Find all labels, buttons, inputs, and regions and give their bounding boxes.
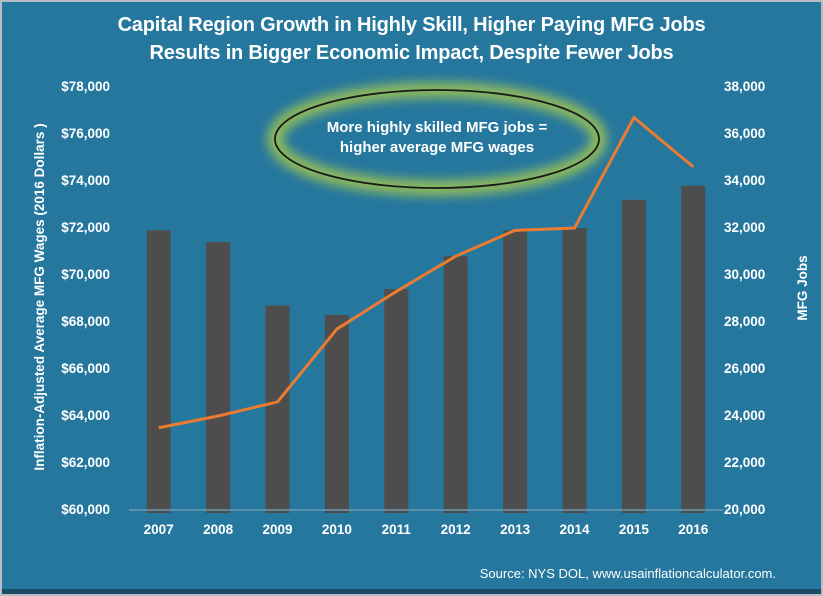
y-right-tick-label: 24,000 bbox=[724, 408, 766, 423]
y-left-tick-label: $66,000 bbox=[61, 361, 110, 376]
y-left-tick-label: $74,000 bbox=[61, 173, 110, 188]
x-tick-label: 2008 bbox=[203, 522, 234, 537]
y-left-tick-label: $70,000 bbox=[61, 267, 110, 282]
x-tick-label: 2015 bbox=[618, 522, 649, 537]
x-tick-label: 2016 bbox=[678, 522, 709, 537]
x-tick-label: 2007 bbox=[143, 522, 174, 537]
y-left-tick-label: $72,000 bbox=[61, 220, 110, 235]
x-tick-label: 2014 bbox=[559, 522, 590, 537]
x-tick-label: 2013 bbox=[500, 522, 531, 537]
bar-2007 bbox=[146, 230, 171, 513]
chart-title: Capital Region Growth in Highly Skill, H… bbox=[2, 11, 821, 67]
y-right-tick-label: 28,000 bbox=[724, 314, 766, 329]
bar-2015 bbox=[621, 199, 646, 514]
bottom-accent-strip bbox=[2, 589, 821, 594]
y-left-tick-label: $76,000 bbox=[61, 126, 110, 141]
y-right-tick-label: 36,000 bbox=[724, 126, 766, 141]
annotation-ellipse bbox=[274, 89, 600, 189]
bar-2008 bbox=[206, 242, 231, 513]
bar-2012 bbox=[443, 256, 468, 513]
bar-2013 bbox=[503, 230, 528, 513]
y-right-tick-label: 34,000 bbox=[724, 173, 766, 188]
y-right-tick-label: 20,000 bbox=[724, 502, 766, 517]
chart-title-line2: Results in Bigger Economic Impact, Despi… bbox=[149, 42, 674, 64]
y-left-tick-label: $68,000 bbox=[61, 314, 110, 329]
y-left-tick-label: $60,000 bbox=[61, 502, 110, 517]
x-tick-label: 2012 bbox=[440, 522, 471, 537]
bar-2016 bbox=[681, 185, 706, 513]
annotation-callout-text: More highly skilled MFG jobs = higher av… bbox=[287, 118, 587, 158]
wage-line bbox=[158, 115, 695, 430]
y-left-tick-label: $62,000 bbox=[61, 455, 110, 470]
right-axis-title: MFG Jobs bbox=[795, 255, 810, 321]
annotation-line2: higher average MFG wages bbox=[339, 139, 535, 156]
chart-title-line1: Capital Region Growth in Highly Skill, H… bbox=[117, 14, 706, 36]
y-left-tick-label: $78,000 bbox=[61, 79, 110, 94]
bar-2009 bbox=[265, 305, 290, 513]
y-right-tick-label: 26,000 bbox=[724, 361, 766, 376]
source-credit: Source: NYS DOL, www.usainflationcalcula… bbox=[479, 566, 776, 581]
x-tick-label: 2009 bbox=[262, 522, 293, 537]
y-left-tick-label: $64,000 bbox=[61, 408, 110, 423]
y-right-tick-label: 32,000 bbox=[724, 220, 766, 235]
annotation-line1: More highly skilled MFG jobs = bbox=[326, 119, 548, 136]
bar-2014 bbox=[562, 228, 587, 513]
y-right-tick-label: 30,000 bbox=[724, 267, 766, 282]
bar-2011 bbox=[384, 289, 409, 513]
x-tick-label: 2010 bbox=[321, 522, 352, 537]
x-tick-label: 2011 bbox=[381, 522, 411, 537]
y-right-tick-label: 22,000 bbox=[724, 455, 766, 470]
y-right-tick-label: 38,000 bbox=[724, 79, 766, 94]
bar-2010 bbox=[324, 314, 349, 513]
left-axis-title: Inflation-Adjusted Average MFG Wages (20… bbox=[32, 123, 47, 471]
